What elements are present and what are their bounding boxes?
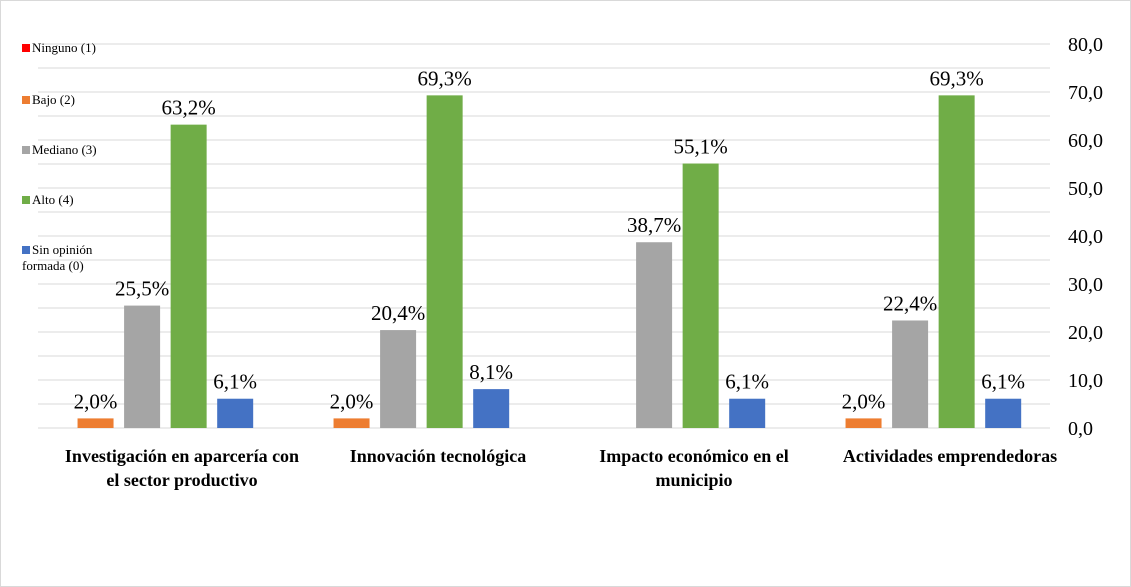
bar — [426, 95, 463, 429]
data-label: 38,7% — [627, 213, 681, 237]
legend-entry: Mediano (3) — [22, 142, 108, 158]
bar — [77, 418, 114, 428]
bar — [333, 418, 370, 428]
bar — [217, 398, 254, 428]
y-tick-label: 0,0 — [1068, 418, 1093, 440]
bar — [892, 320, 929, 428]
legend-entry: Ninguno (1) — [22, 40, 108, 56]
data-label: 6,1% — [725, 370, 769, 394]
y-tick-label: 50,0 — [1068, 178, 1103, 200]
legend-label: Mediano (3) — [32, 142, 97, 157]
legend-swatch — [22, 196, 30, 204]
bar — [938, 95, 975, 429]
data-label: 8,1% — [469, 360, 513, 384]
legend-label: Alto (4) — [32, 192, 74, 207]
bar — [729, 398, 766, 428]
legend-swatch — [22, 246, 30, 254]
bar — [124, 305, 161, 428]
bar — [380, 330, 417, 428]
x-tick-label: Investigación en aparcería con el sector… — [64, 446, 300, 490]
data-label: 22,4% — [883, 291, 937, 315]
y-tick-label: 60,0 — [1068, 130, 1103, 152]
bar — [473, 389, 510, 428]
data-label: 6,1% — [213, 370, 257, 394]
data-label: 69,3% — [418, 66, 472, 90]
data-label: 2,0% — [842, 389, 886, 413]
x-tick-label: Impacto económico en el municipio — [599, 446, 789, 490]
legend-entry: Bajo (2) — [22, 92, 108, 108]
data-label: 6,1% — [981, 370, 1025, 394]
y-tick-label: 30,0 — [1068, 274, 1103, 296]
legend-label: Sin opinión formada (0) — [22, 242, 93, 273]
y-tick-label: 40,0 — [1068, 226, 1103, 248]
y-tick-label: 80,0 — [1068, 34, 1103, 56]
legend-entry: Alto (4) — [22, 192, 108, 208]
y-tick-label: 70,0 — [1068, 82, 1103, 104]
x-tick-label: Actividades emprendedoras — [842, 446, 1058, 466]
legend-swatch — [22, 44, 30, 52]
y-tick-label: 20,0 — [1068, 322, 1103, 344]
data-label: 55,1% — [674, 135, 728, 159]
data-label: 69,3% — [930, 66, 984, 90]
data-label: 20,4% — [371, 301, 425, 325]
bar — [636, 242, 673, 428]
data-label: 63,2% — [162, 96, 216, 120]
data-label: 25,5% — [115, 277, 169, 301]
x-tick-label: Innovación tecnológica — [349, 446, 527, 466]
legend-swatch — [22, 146, 30, 154]
data-label: 2,0% — [330, 389, 374, 413]
legend-label: Bajo (2) — [32, 92, 75, 107]
legend-entry: Sin opinión formada (0) — [22, 242, 108, 274]
data-label: 2,0% — [74, 389, 118, 413]
legend-label: Ninguno (1) — [32, 40, 96, 55]
bar — [682, 163, 719, 428]
bar — [985, 398, 1022, 428]
y-tick-label: 10,0 — [1068, 370, 1103, 392]
bar — [845, 418, 882, 428]
bar — [170, 124, 207, 428]
legend-swatch — [22, 96, 30, 104]
